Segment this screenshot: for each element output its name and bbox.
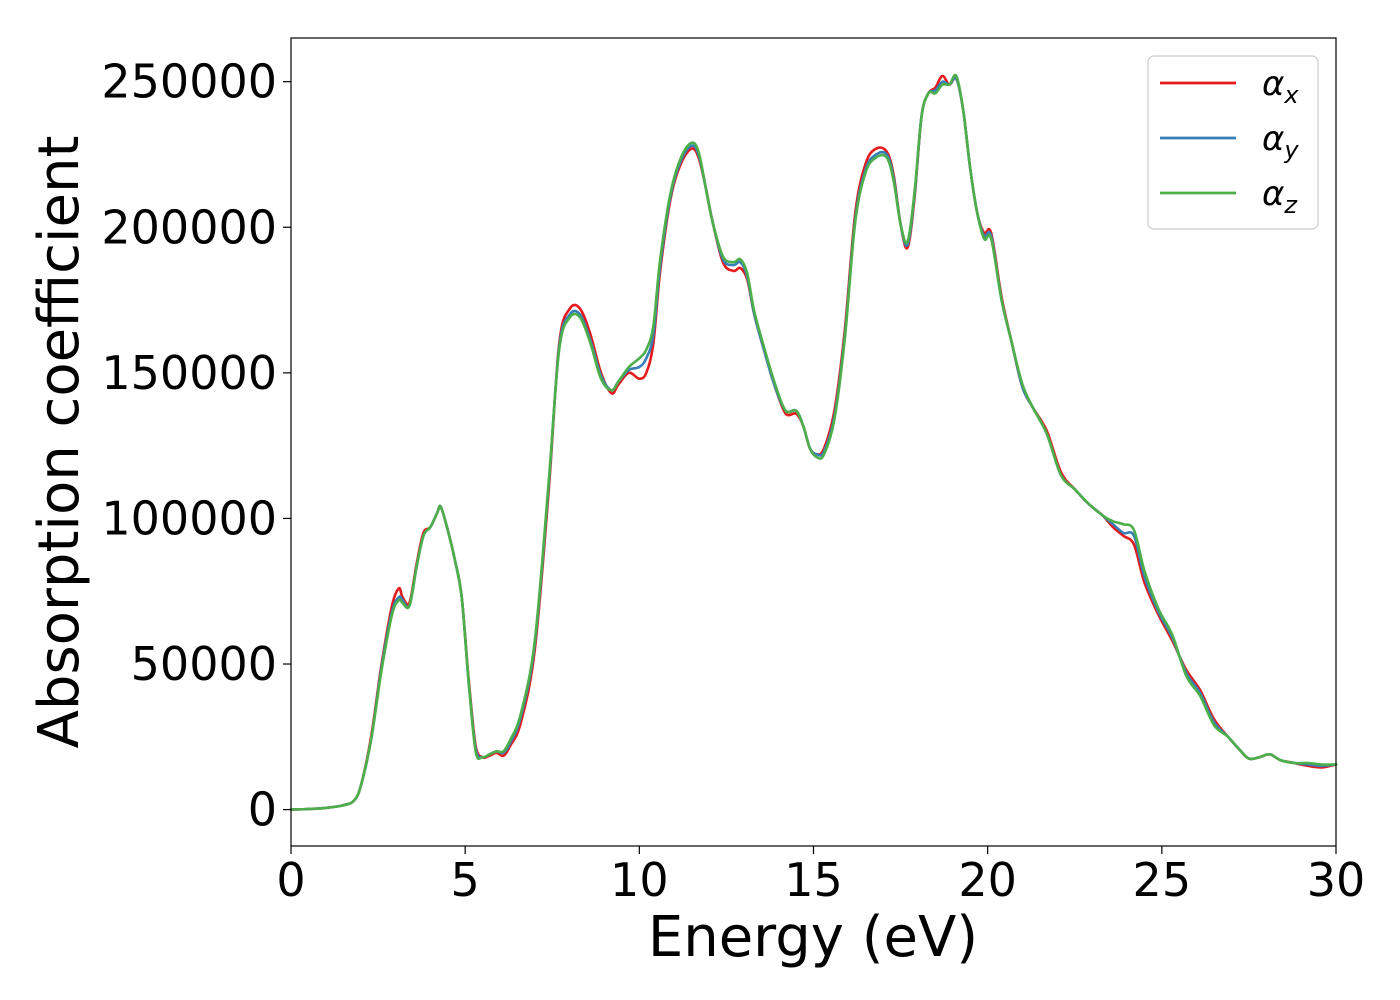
y-tick-label: 0 [248, 783, 277, 837]
y-tick-label: 150000 [101, 346, 277, 400]
y-axis-ticks: 0 50000 100000 150000 200000 250000 [101, 55, 291, 837]
y-tick-label: 100000 [101, 491, 277, 545]
x-tick-label: 5 [451, 853, 480, 907]
legend: αx αy αz [1147, 55, 1319, 230]
legend-box [1147, 55, 1319, 230]
legend-label-x: αx [1262, 64, 1299, 109]
x-tick-label: 30 [1307, 853, 1366, 907]
legend-label-z: αz [1262, 174, 1298, 219]
x-axis-title: Energy (eV) [648, 905, 978, 970]
y-tick-label: 50000 [131, 637, 277, 691]
x-tick-label: 15 [784, 853, 843, 907]
x-axis-ticks: 0 5 10 15 20 25 30 [276, 846, 1365, 907]
y-tick-label: 250000 [101, 55, 277, 109]
x-tick-label: 10 [610, 853, 669, 907]
x-tick-label: 25 [1133, 853, 1192, 907]
y-tick-label: 200000 [101, 200, 277, 254]
legend-label-y: αy [1262, 119, 1299, 164]
series-line-z [289, 73, 1338, 811]
x-tick-label: 20 [958, 853, 1017, 907]
series-lines [289, 73, 1338, 811]
x-tick-label: 0 [276, 853, 305, 907]
y-axis-title: Absorption coefficient [27, 136, 92, 749]
